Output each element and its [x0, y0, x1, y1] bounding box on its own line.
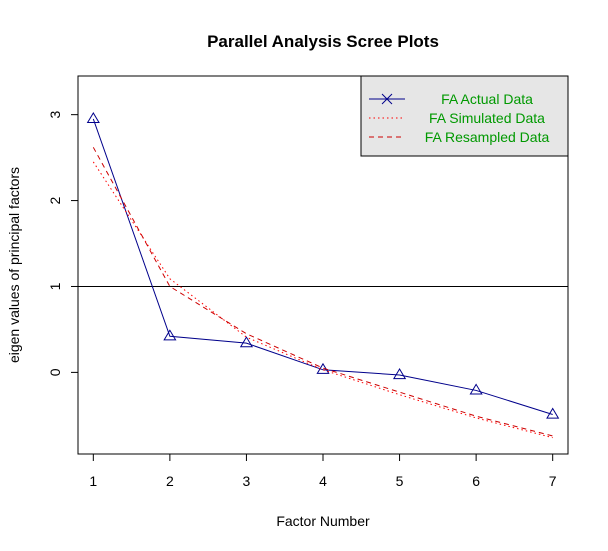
- data-point-marker: [392, 367, 407, 380]
- data-point-marker: [469, 383, 483, 395]
- data-point-marker: [546, 407, 560, 419]
- y-axis: 0 1 2 3: [47, 111, 79, 376]
- data-point-marker: [86, 111, 100, 124]
- x-tick-label: 4: [319, 473, 327, 489]
- y-tick-label: 3: [47, 111, 63, 119]
- legend-marker: [381, 93, 393, 105]
- y-tick-label: 0: [47, 368, 63, 376]
- series-line: [92, 161, 553, 439]
- data-point-marker: [239, 336, 254, 348]
- legend: FA Actual Data FA Simulated Data FA Resamp…: [360, 75, 569, 157]
- legend-box: [360, 75, 569, 157]
- data-point-marker: [163, 329, 177, 341]
- series-group: [86, 111, 560, 439]
- y-tick-label: 1: [47, 282, 63, 290]
- chart-title: Parallel Analysis Scree Plots: [207, 32, 439, 51]
- x-tick-label: 5: [396, 473, 404, 489]
- x-tick-label: 6: [472, 473, 480, 489]
- legend-entry-label: FA Actual Data: [441, 91, 533, 107]
- y-tick-label: 2: [47, 196, 63, 204]
- legend-entry-label: FA Simulated Data: [429, 110, 545, 126]
- x-axis: 1 2 3 4 5 6 7: [89, 453, 557, 489]
- x-tick-label: 7: [549, 473, 557, 489]
- x-tick-label: 3: [243, 473, 251, 489]
- series-line: [92, 118, 553, 415]
- legend-entry-label: FA Resampled Data: [425, 129, 550, 145]
- x-tick-label: 1: [89, 473, 97, 489]
- y-axis-label: eigen values of principal factors: [6, 167, 22, 363]
- x-axis-label: Factor Number: [276, 513, 370, 529]
- x-tick-label: 2: [166, 473, 174, 489]
